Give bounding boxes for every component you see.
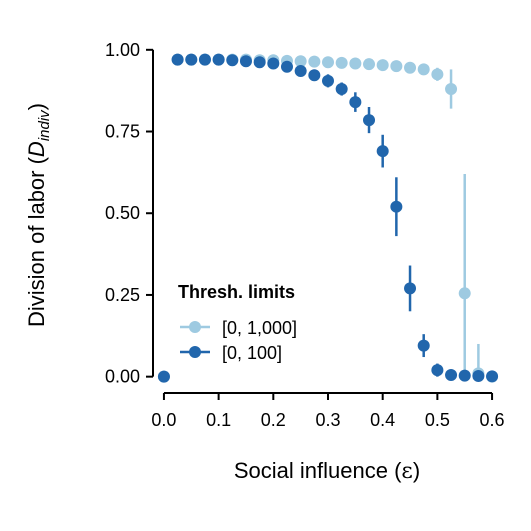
y-tick-label: 0.75 — [105, 122, 140, 142]
y-axis-title: Division of labor (Dindiv) — [24, 103, 53, 327]
x-axis-title: Social influence (ε) — [234, 458, 420, 484]
data-point — [390, 200, 403, 213]
data-point — [404, 61, 417, 74]
y-axis: 0.00 0.25 0.50 0.75 1.00 — [105, 40, 154, 387]
data-point — [363, 58, 376, 71]
data-point — [390, 60, 403, 73]
data-point — [363, 114, 376, 127]
data-point — [431, 364, 444, 377]
x-tick-label: 0.1 — [206, 410, 231, 430]
data-point — [376, 145, 389, 158]
data-point — [472, 370, 485, 383]
data-point — [458, 287, 471, 300]
y-tick-label: 0.00 — [105, 367, 140, 387]
data-point — [212, 53, 225, 66]
y-tick-label: 0.50 — [105, 203, 140, 223]
legend-key-dot-series-2 — [189, 346, 201, 358]
data-point — [198, 53, 211, 66]
data-point — [294, 55, 307, 68]
data-point — [349, 57, 362, 70]
legend-label-series-2: [0, 100] — [222, 343, 282, 363]
data-point — [417, 63, 430, 76]
data-point — [322, 56, 334, 69]
data-point — [335, 83, 348, 96]
data-point — [417, 339, 430, 352]
data-point — [308, 55, 321, 68]
legend: Thresh. limits [0, 1,000] [0, 100] — [178, 282, 297, 363]
legend-label-series-1: [0, 1,000] — [222, 318, 297, 338]
data-point — [349, 96, 362, 109]
data-point — [171, 53, 184, 66]
data-point — [404, 282, 417, 295]
legend-item-series-2: [0, 100] — [180, 343, 282, 363]
x-tick-label: 0.5 — [425, 410, 450, 430]
legend-title: Thresh. limits — [178, 282, 295, 302]
data-point — [253, 56, 266, 69]
data-point — [458, 369, 471, 382]
legend-item-series-1: [0, 1,000] — [180, 318, 297, 338]
y-tick-label: 0.25 — [105, 285, 140, 305]
data-point — [239, 55, 252, 68]
data-point — [376, 59, 389, 72]
data-point — [157, 370, 170, 383]
x-tick-label: 0.0 — [151, 410, 176, 430]
data-point — [308, 69, 321, 82]
legend-key-dot-series-1 — [189, 321, 201, 333]
data-point — [322, 74, 334, 87]
data-point — [185, 53, 198, 66]
data-point — [335, 56, 348, 69]
series-1 — [157, 53, 499, 383]
data-point — [486, 370, 499, 383]
x-tick-label: 0.6 — [480, 410, 505, 430]
series-2 — [157, 53, 499, 383]
x-tick-label: 0.4 — [370, 410, 395, 430]
data-point — [280, 60, 293, 73]
data-point — [226, 54, 239, 67]
x-axis: 0.0 0.1 0.2 0.3 0.4 0.5 0.6 — [151, 392, 505, 430]
data-point — [431, 68, 444, 81]
y-tick-label: 1.00 — [105, 40, 140, 60]
data-point — [445, 83, 458, 96]
data-point — [294, 65, 307, 78]
x-tick-label: 0.3 — [315, 410, 340, 430]
data-point — [445, 369, 458, 382]
chart-marks — [157, 53, 499, 383]
data-point — [267, 57, 280, 70]
x-tick-label: 0.2 — [261, 410, 286, 430]
